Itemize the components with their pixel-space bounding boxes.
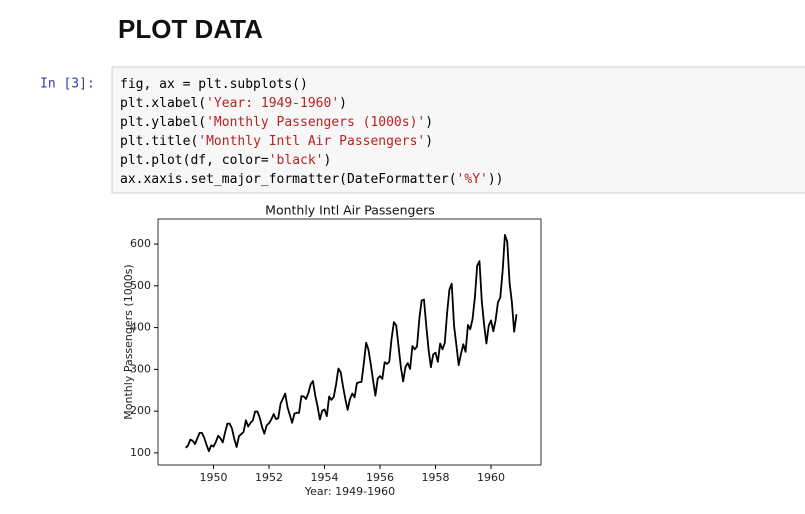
x-tick-label: 1954 [311, 471, 339, 484]
series-line [185, 233, 518, 453]
plot-area [157, 218, 542, 466]
x-tick-label: 1958 [422, 471, 450, 484]
code-token: ) [324, 153, 332, 168]
code-line: fig, ax = plt.subplots() [120, 77, 308, 92]
code-line: plt.xlabel('Year: 1949-1960') [120, 96, 347, 111]
chart-title: Monthly Intl Air Passengers [265, 203, 435, 218]
code-token: plt.title( [120, 134, 198, 149]
heading: PLOT DATA [118, 14, 263, 44]
prompt: In [3]: [40, 77, 95, 92]
code-token: plt.xlabel( [120, 96, 206, 111]
code-token: fig, ax = plt.subplots() [120, 77, 308, 92]
x-axis-label: Year: 1949-1960 [304, 485, 395, 498]
y-tick-label: 100 [130, 446, 151, 459]
code-cell[interactable] [111, 66, 805, 194]
x-tick-label: 1950 [200, 471, 228, 484]
y-tick-label: 600 [130, 237, 151, 250]
y-axis-label: Monthly Passengers (1000s) [122, 264, 135, 419]
code-token: 'Monthly Intl Air Passengers' [198, 134, 425, 149]
code-token: )) [488, 172, 504, 187]
code-token: ) [339, 96, 347, 111]
code-line: plt.plot(df, color='black') [120, 153, 331, 168]
y-tick-label: 400 [130, 321, 151, 334]
code-token: ) [425, 134, 433, 149]
code-line: ax.xaxis.set_major_formatter(DateFormatt… [120, 172, 504, 187]
y-tick-label: 300 [130, 362, 151, 375]
code-token: plt.ylabel( [120, 115, 206, 130]
code-token: ax.xaxis.set_major_formatter(DateFormatt… [120, 172, 457, 187]
y-tick-label: 500 [130, 279, 151, 292]
x-tick-label: 1952 [255, 471, 283, 484]
code-token: plt.plot(df, color= [120, 153, 269, 168]
code-token: '%Y' [457, 172, 488, 187]
code-token: 'Monthly Passengers (1000s)' [206, 115, 425, 130]
x-tick-label: 1960 [477, 471, 505, 484]
code-line: plt.ylabel('Monthly Passengers (1000s)') [120, 115, 433, 130]
y-tick-label: 200 [130, 404, 151, 417]
code-token: 'black' [269, 153, 324, 168]
x-tick-label: 1956 [366, 471, 394, 484]
code-token: ) [425, 115, 433, 130]
code-line: plt.title('Monthly Intl Air Passengers') [120, 134, 433, 149]
code-token: 'Year: 1949-1960' [206, 96, 339, 111]
